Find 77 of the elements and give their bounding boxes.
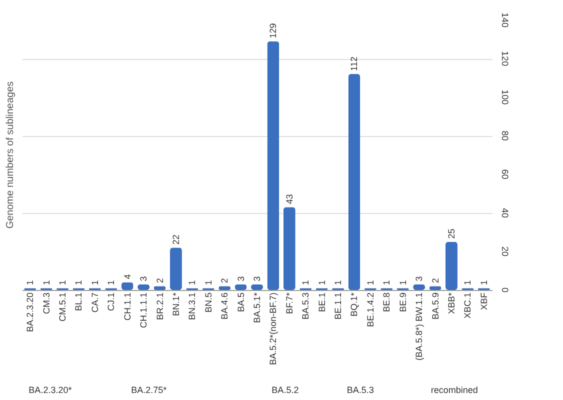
data-label: 3 bbox=[414, 276, 424, 282]
x-tick-label: BE.1.1 bbox=[333, 292, 344, 320]
x-tick-label: BL.1 bbox=[74, 292, 84, 312]
y-tick-label: 140 bbox=[500, 12, 510, 28]
data-label: 1 bbox=[25, 280, 36, 286]
y-tick-label: 120 bbox=[500, 51, 510, 66]
x-tick-label: CH.1.1.1 bbox=[138, 292, 149, 328]
x-tick-label: XBC.1 bbox=[462, 292, 473, 319]
x-tick-label: BA.5.3 bbox=[300, 292, 311, 320]
x-tick-label: CH.1.1 bbox=[122, 292, 132, 321]
x-tick-label: CA.7 bbox=[90, 292, 100, 313]
data-label: 1 bbox=[187, 280, 198, 286]
x-tick-label: CM.3 bbox=[41, 292, 52, 314]
data-label: 1 bbox=[316, 280, 327, 286]
x-tick-label: BE.1.4.2 bbox=[365, 292, 376, 328]
x-tick-label: XBB* bbox=[446, 292, 456, 314]
data-label: 1 bbox=[462, 280, 473, 286]
data-label: 1 bbox=[41, 280, 52, 286]
bar bbox=[170, 248, 182, 290]
data-label: 1 bbox=[365, 280, 376, 286]
data-label: 1 bbox=[74, 280, 84, 286]
data-label: 1 bbox=[333, 280, 344, 286]
x-tick-label: BE.9 bbox=[398, 292, 408, 312]
x-tick-label: BA.2.3.20 bbox=[25, 292, 36, 332]
data-label: 2 bbox=[220, 278, 230, 284]
y-tick-label: 40 bbox=[500, 208, 510, 218]
data-label: 1 bbox=[478, 280, 489, 286]
x-tick-label: BE.1 bbox=[316, 292, 327, 312]
y-tick-label: 80 bbox=[500, 130, 510, 141]
text: BA.5.3 bbox=[346, 385, 374, 395]
x-tick-label: BA.5.9 bbox=[430, 292, 440, 320]
data-label: 1 bbox=[106, 280, 116, 286]
x-tick-label: BR.2.1 bbox=[154, 292, 165, 320]
x-tick-label: BN.5 bbox=[203, 292, 214, 313]
y-axis-title: Genome numbers of sublineages bbox=[5, 81, 16, 229]
data-label: 129 bbox=[268, 23, 278, 38]
data-label: 3 bbox=[236, 276, 246, 282]
x-tick-label: BF.7* bbox=[284, 292, 294, 314]
bar bbox=[348, 74, 360, 290]
bar bbox=[267, 41, 280, 290]
x-tick-label: BQ.1* bbox=[349, 292, 360, 317]
bar bbox=[445, 242, 458, 290]
x-tick-label: CJ.1 bbox=[106, 292, 116, 312]
data-label: 22 bbox=[170, 234, 181, 245]
data-label: 2 bbox=[430, 278, 440, 284]
x-tick-label: (BA.5.8*) BW.1.1 bbox=[414, 292, 424, 361]
data-label: 112 bbox=[349, 56, 360, 71]
y-tick-label: 60 bbox=[500, 169, 510, 180]
x-tick-label: BN.3.1 bbox=[187, 292, 198, 320]
text: BA.2.75* bbox=[131, 385, 168, 395]
data-label: 3 bbox=[138, 276, 149, 282]
data-label: 1 bbox=[300, 280, 311, 286]
text: BA.2.3.20* bbox=[28, 385, 72, 395]
x-tick-label: BE.8 bbox=[382, 292, 392, 312]
x-tick-label: XBF bbox=[478, 292, 489, 310]
x-tick-label: BA.4.6 bbox=[220, 292, 230, 320]
data-label: 25 bbox=[446, 228, 456, 239]
data-label: 3 bbox=[252, 276, 262, 282]
text: recombined bbox=[430, 385, 478, 395]
data-label: 1 bbox=[90, 280, 100, 286]
x-tick-label: BA.5 bbox=[236, 292, 246, 312]
x-tick-label: BA.5.1* bbox=[252, 292, 262, 324]
y-tick-label: 20 bbox=[500, 246, 510, 256]
data-label: 43 bbox=[284, 194, 294, 204]
data-label: 1 bbox=[382, 280, 392, 286]
bar bbox=[283, 207, 296, 290]
data-label: 1 bbox=[58, 280, 68, 286]
data-label: 1 bbox=[203, 280, 214, 286]
x-tick-label: BA.5.2*(non-BF.7) bbox=[268, 292, 278, 366]
data-label: 4 bbox=[122, 274, 132, 280]
y-tick-label: 100 bbox=[500, 90, 510, 105]
data-label: 2 bbox=[154, 278, 165, 284]
x-tick-label: CM.5.1 bbox=[58, 292, 68, 322]
x-tick-label: BN.1* bbox=[170, 292, 181, 316]
data-label: 1 bbox=[398, 280, 408, 286]
text: BA.5.2 bbox=[272, 385, 299, 395]
y-tick-label: 0 bbox=[500, 287, 510, 293]
